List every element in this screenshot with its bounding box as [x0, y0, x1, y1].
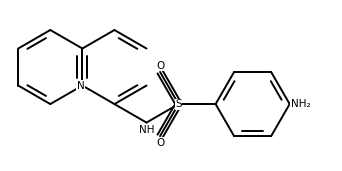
Text: NH: NH: [139, 124, 154, 135]
Text: N: N: [77, 81, 84, 90]
Text: O: O: [156, 61, 164, 70]
Text: S: S: [175, 99, 182, 109]
Text: O: O: [156, 138, 164, 148]
Text: NH₂: NH₂: [291, 99, 310, 109]
